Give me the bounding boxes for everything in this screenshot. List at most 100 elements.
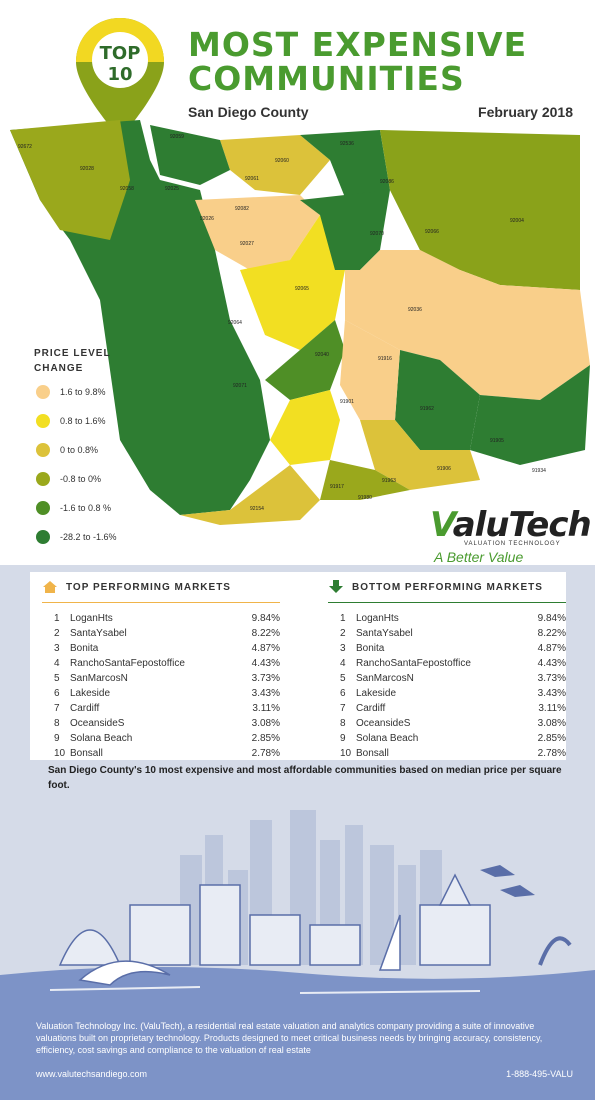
legend-swatch [36,443,50,457]
market-value: 2.78% [251,748,280,759]
divider [42,602,280,603]
market-name: Lakeside [356,688,397,699]
market-name: RanchoSantaFepostoffice [70,658,185,669]
legend-label: -1.6 to 0.8 % [60,503,112,513]
map-label: 92059 [170,134,184,140]
table-row: 4 RanchoSantaFepostoffice 4.43% [316,656,566,671]
map-label: 91917 [330,484,344,490]
rank: 3 [340,643,346,654]
market-name: Cardiff [70,703,100,714]
rank: 7 [340,703,346,714]
san-diego-skyline-illustration [0,795,595,1005]
market-name: SanMarcosN [70,673,128,684]
company-description: Valuation Technology Inc. (ValuTech), a … [36,1021,543,1055]
rank: 3 [54,643,60,654]
market-name: LoganHts [70,613,113,624]
rank: 8 [340,718,346,729]
footer: Valuation Technology Inc. (ValuTech), a … [0,1005,595,1100]
market-value: 2.85% [251,733,280,744]
phone-number[interactable]: 1-888-495-VALU [506,1069,573,1079]
market-name: Bonsall [356,748,389,759]
table-row: 10 Bonsall 2.78% [316,746,566,761]
market-name: SanMarcosN [356,673,414,684]
map-label: 91963 [382,478,396,484]
market-name: Bonita [356,643,385,654]
legend-item: -28.2 to -1.6% [36,530,117,544]
map-label: 91916 [378,356,392,362]
rank: 4 [340,658,346,669]
market-name: Solana Beach [356,733,419,744]
table-row: 7 Cardiff 3.11% [30,701,280,716]
table-row: 1 LoganHts 9.84% [30,611,280,626]
table-row: 1 LoganHts 9.84% [316,611,566,626]
legend-title: PRICE LEVEL CHANGE [34,348,111,374]
market-name: RanchoSantaFepostoffice [356,658,471,669]
legend-swatch [36,501,50,515]
bottom-markets-title: BOTTOM PERFORMING MARKETS [352,581,543,593]
market-name: Bonsall [70,748,103,759]
market-value: 4.43% [537,658,566,669]
brand-name-v: V [430,505,454,545]
map-label: 92064 [228,320,242,326]
infographic-top: TOP 10 MOST EXPENSIVE COMMUNITIES San Di… [0,0,595,565]
map-label: 91906 [437,466,451,472]
brand-name-rest: aluTech [452,505,592,545]
map-label: 92040 [315,352,329,358]
rank: 1 [54,613,60,624]
market-value: 3.08% [537,718,566,729]
market-name: Solana Beach [70,733,133,744]
legend-swatch [36,385,50,399]
market-value: 4.87% [537,643,566,654]
map-label: 92036 [408,307,422,313]
legend-label: 1.6 to 9.8% [60,387,106,397]
legend-item: 0 to 0.8% [36,443,98,457]
map-label: 92025 [165,186,179,192]
market-value: 4.87% [251,643,280,654]
market-value: 9.84% [537,613,566,624]
table-row: 10 Bonsall 2.78% [30,746,280,761]
market-name: Bonita [70,643,99,654]
map-label: 92082 [235,206,249,212]
rank: 6 [340,688,346,699]
brand-sub: VALUATION TECHNOLOGY [464,541,561,547]
page-title: MOST EXPENSIVE COMMUNITIES [188,25,528,98]
market-value: 3.43% [537,688,566,699]
market-value: 3.73% [251,673,280,684]
top-markets-header: TOP PERFORMING MARKETS [30,572,280,602]
legend-item: 1.6 to 9.8% [36,385,106,399]
rank: 8 [54,718,60,729]
map-label: 92066 [425,229,439,235]
table-row: 6 Lakeside 3.43% [30,686,280,701]
table-row: 8 OceansideS 3.08% [30,716,280,731]
brand-name: ValuTech [430,505,592,545]
table-row: 9 Solana Beach 2.85% [30,731,280,746]
map-label: 92070 [370,231,384,237]
table-row: 7 Cardiff 3.11% [316,701,566,716]
market-value: 3.08% [251,718,280,729]
map-label: 91962 [420,406,434,412]
bottom-markets-table: BOTTOM PERFORMING MARKETS 1 LoganHts 9.84%… [316,572,566,761]
rank: 6 [54,688,60,699]
valutech-logo: ValuTech VALUATION TECHNOLOGY A Better V… [430,505,592,570]
home-up-icon [43,581,57,593]
bottom-markets-header: BOTTOM PERFORMING MARKETS [316,572,566,602]
market-value: 2.85% [537,733,566,744]
legend-swatch [36,414,50,428]
rank: 7 [54,703,60,714]
website-link[interactable]: www.valutechsandiego.com [36,1069,148,1079]
market-value: 3.11% [538,703,566,714]
report-date: February 2018 [478,104,573,120]
table-row: 5 SanMarcosN 3.73% [316,671,566,686]
map-label: 92065 [295,286,309,292]
map-label: 91980 [358,495,372,501]
market-name: Lakeside [70,688,111,699]
table-row: 9 Solana Beach 2.85% [316,731,566,746]
top-markets-title: TOP PERFORMING MARKETS [66,581,231,593]
legend-label: 0 to 0.8% [60,445,99,455]
map-label: 91901 [340,399,354,405]
map-label: 92028 [80,166,94,172]
rank: 9 [340,733,346,744]
market-name: OceansideS [70,718,125,729]
